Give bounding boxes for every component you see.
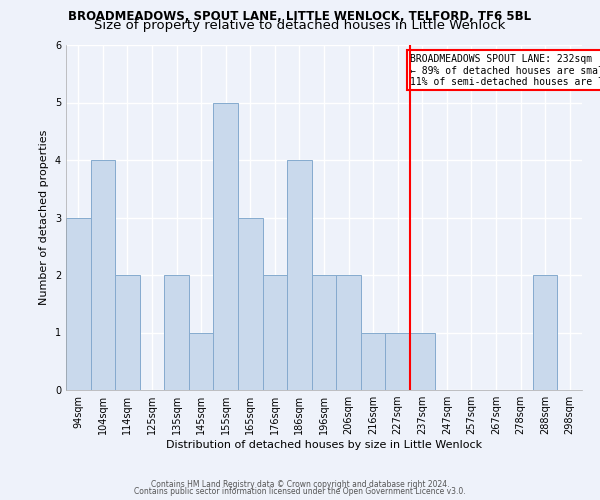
X-axis label: Distribution of detached houses by size in Little Wenlock: Distribution of detached houses by size …: [166, 440, 482, 450]
Bar: [533, 275, 557, 390]
Bar: [361, 332, 385, 390]
Text: Contains HM Land Registry data © Crown copyright and database right 2024.: Contains HM Land Registry data © Crown c…: [151, 480, 449, 489]
Bar: [336, 275, 361, 390]
Bar: [115, 275, 140, 390]
Bar: [238, 218, 263, 390]
Bar: [91, 160, 115, 390]
Bar: [214, 102, 238, 390]
Bar: [385, 332, 410, 390]
Bar: [410, 332, 434, 390]
Text: BROADMEADOWS SPOUT LANE: 232sqm
← 89% of detached houses are smaller (31)
11% of: BROADMEADOWS SPOUT LANE: 232sqm ← 89% of…: [410, 54, 600, 87]
Text: Size of property relative to detached houses in Little Wenlock: Size of property relative to detached ho…: [94, 19, 506, 32]
Text: Contains public sector information licensed under the Open Government Licence v3: Contains public sector information licen…: [134, 487, 466, 496]
Bar: [164, 275, 189, 390]
Bar: [287, 160, 312, 390]
Bar: [189, 332, 214, 390]
Bar: [263, 275, 287, 390]
Text: BROADMEADOWS, SPOUT LANE, LITTLE WENLOCK, TELFORD, TF6 5BL: BROADMEADOWS, SPOUT LANE, LITTLE WENLOCK…: [68, 10, 532, 23]
Bar: [66, 218, 91, 390]
Bar: [312, 275, 336, 390]
Y-axis label: Number of detached properties: Number of detached properties: [40, 130, 49, 305]
